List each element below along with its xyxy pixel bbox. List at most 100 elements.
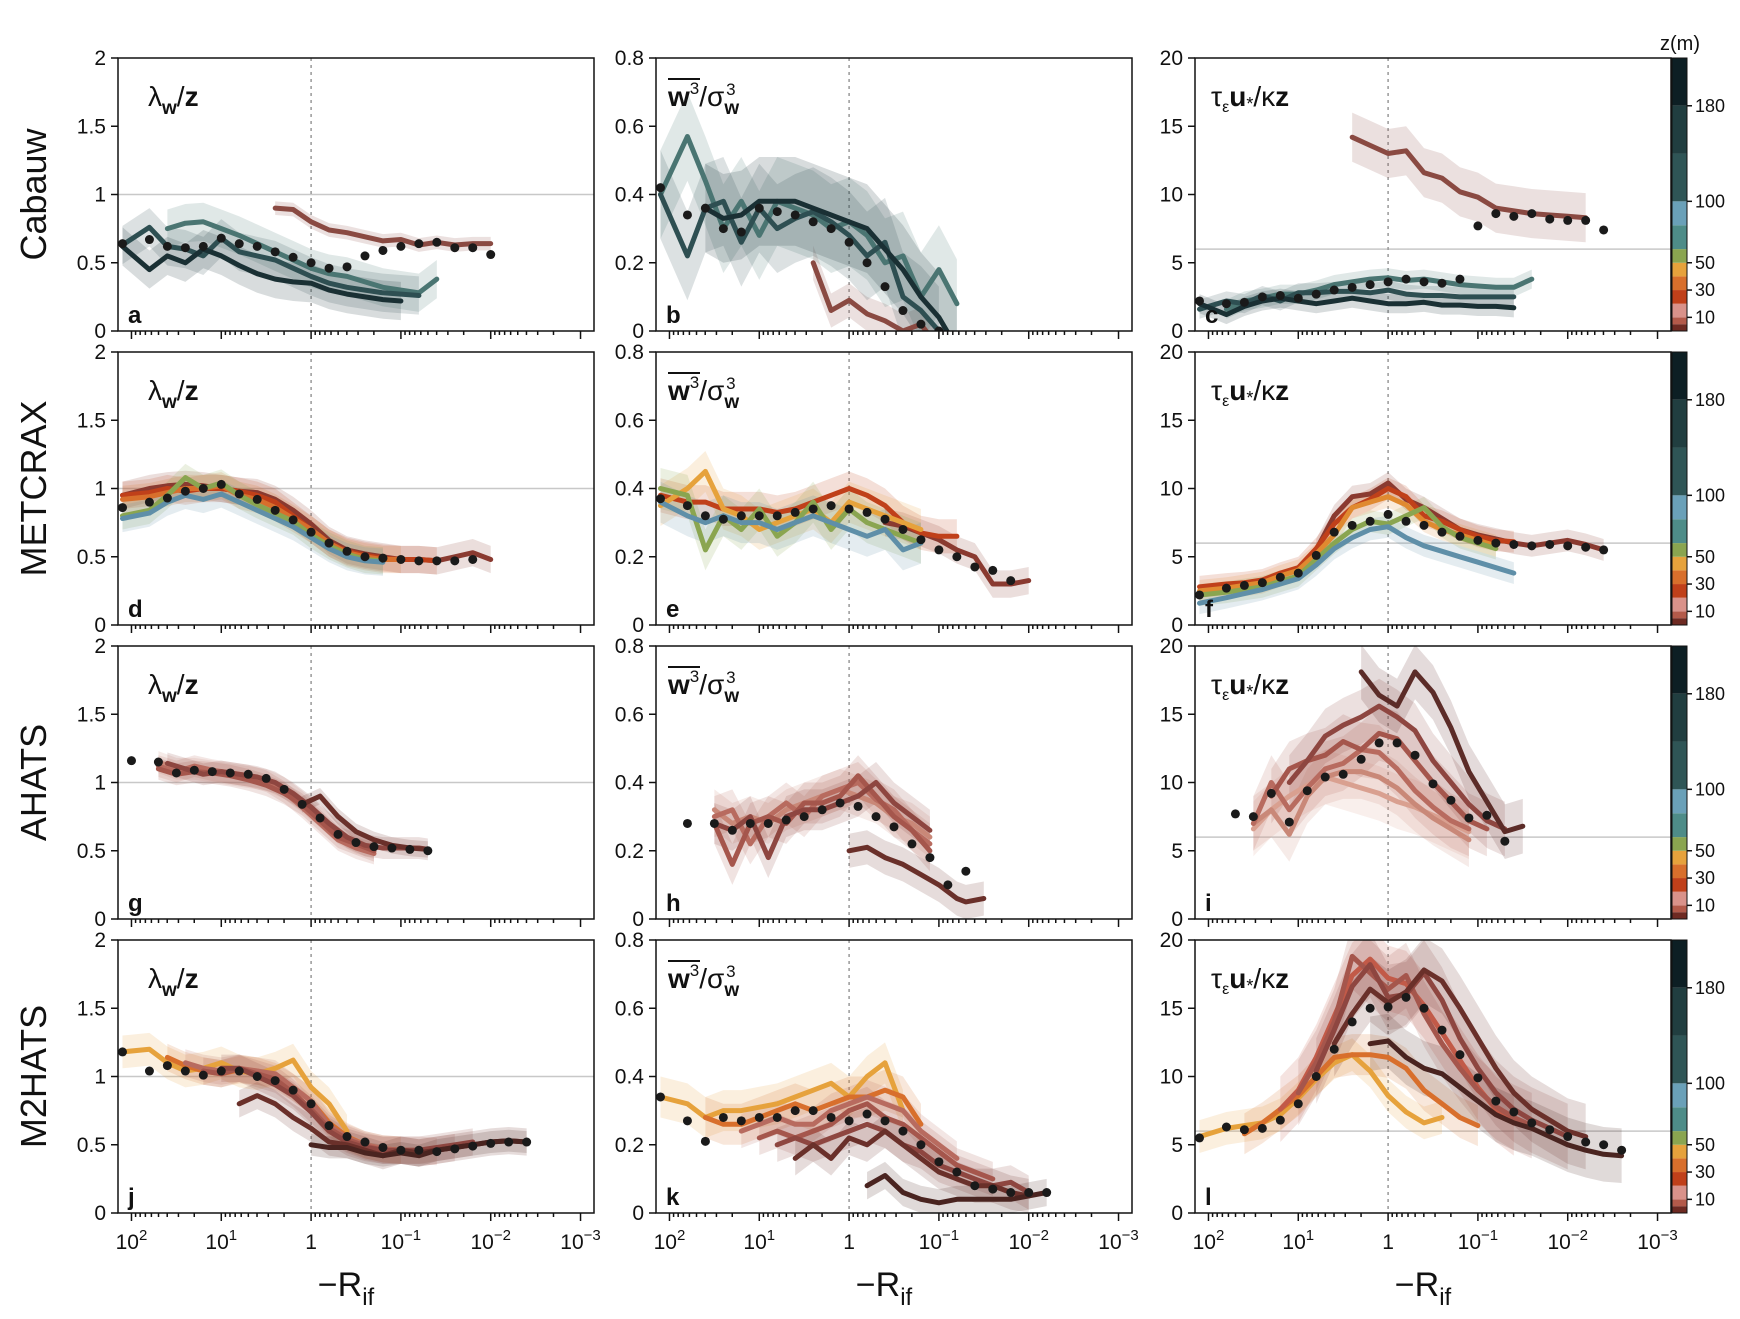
label-part: w <box>723 686 739 707</box>
median-dot <box>261 773 271 783</box>
y-tick-label: 0.2 <box>615 1134 644 1157</box>
label-part: /σ <box>699 963 724 994</box>
median-dot <box>1392 738 1402 748</box>
colorbar-tick-label: 100 <box>1695 485 1725 505</box>
median-dot <box>432 1147 442 1157</box>
panel-letter: b <box>666 302 681 329</box>
series-line-z180 <box>702 198 950 331</box>
colorbar-segment <box>1672 1206 1687 1213</box>
label-part: u <box>1229 375 1246 406</box>
series-group <box>682 755 987 919</box>
series-line-z80 <box>1313 962 1571 1140</box>
x-tick-label: 10−2 <box>1547 1227 1587 1254</box>
colorbar-segment <box>1672 447 1687 496</box>
median-dot <box>952 552 962 562</box>
median-dot <box>342 546 352 556</box>
series-line-z8 <box>1286 703 1508 832</box>
y-tick-label: 0 <box>94 614 106 637</box>
series-band-z8 <box>714 762 930 879</box>
label-part: ε <box>1222 393 1229 410</box>
quantity-label: w3/σw3 <box>667 373 739 413</box>
median-dot <box>700 1136 710 1146</box>
median-dot <box>916 1140 926 1150</box>
quantity-label: w3/σw3 <box>667 667 739 707</box>
panel-letter: e <box>666 596 679 623</box>
y-tick-label: 1 <box>94 184 106 207</box>
median-dot <box>745 818 755 828</box>
series-line-z4 <box>711 780 933 847</box>
colorbar-segment <box>1672 1158 1687 1173</box>
median-dot <box>718 514 728 524</box>
median-dot <box>432 556 442 566</box>
median-dot <box>1347 1017 1357 1027</box>
median-dot <box>1491 538 1501 548</box>
quantity-label: λw/z <box>148 81 199 119</box>
series-band-z3 <box>1253 744 1469 868</box>
median-dot <box>682 1116 692 1126</box>
label-part: * <box>1246 94 1253 114</box>
median-dot <box>844 1116 854 1126</box>
median-dot <box>1266 788 1276 798</box>
median-dot <box>225 768 235 778</box>
colorbar-segment <box>1672 837 1687 851</box>
y-tick-label: 15 <box>1160 115 1183 138</box>
median-dot <box>988 1184 998 1194</box>
series-line-z10 <box>1358 669 1526 835</box>
y-tick-label: 0.5 <box>77 1134 106 1157</box>
label-part: z <box>1275 669 1289 700</box>
median-dot <box>1239 1125 1249 1135</box>
colorbar-frame <box>1671 57 1688 332</box>
median-dot <box>468 1141 478 1151</box>
series-band-z5 <box>1271 706 1487 857</box>
label-part: /κ <box>1253 375 1276 406</box>
y-tick-label: 5 <box>1171 1134 1183 1157</box>
median-dot <box>118 239 127 249</box>
median-dot <box>898 524 908 534</box>
median-dot <box>351 838 361 848</box>
median-dot <box>162 241 172 251</box>
median-dot <box>1473 221 1483 231</box>
y-tick-label: 0.4 <box>615 772 645 795</box>
panel-letter: l <box>1205 1184 1212 1211</box>
median-dot <box>682 818 692 828</box>
label-part: z <box>185 963 199 994</box>
median-dot <box>1275 291 1285 301</box>
colorbar-frame <box>1671 645 1688 920</box>
median-dot <box>198 484 208 493</box>
median-dot <box>279 784 289 794</box>
x-axis-label-sub: if <box>900 1284 912 1311</box>
y-tick-label: 0.8 <box>615 47 644 70</box>
series-band-z6 <box>158 757 374 862</box>
series-group <box>656 92 960 331</box>
colorbar-segment <box>1672 225 1687 250</box>
median-dot <box>1599 225 1609 235</box>
median-dot <box>270 1076 280 1086</box>
y-tick-label: 0.8 <box>615 929 644 952</box>
median-dot <box>1221 299 1231 309</box>
median-dot <box>1239 297 1249 307</box>
colorbar-segment <box>1672 905 1687 913</box>
quantity-label: w3/σw3 <box>667 961 739 1001</box>
colorbar-0: 10 30 50 100 180 z(m) <box>1660 33 1725 332</box>
y-tick-label: 1.5 <box>77 409 106 432</box>
label-part: λ <box>148 375 162 406</box>
x-tick-exponent: −3 <box>1661 1227 1678 1244</box>
median-dot <box>700 511 710 521</box>
median-dot <box>1195 590 1204 600</box>
median-dot <box>772 207 782 217</box>
median-dot <box>1293 293 1303 303</box>
series-line-z180 <box>120 243 404 304</box>
colorbar-2: 10 30 50 100 180 <box>1671 645 1725 920</box>
y-tick-label: 2 <box>94 635 106 658</box>
colorbar-frame <box>1671 351 1688 626</box>
median-dot <box>252 1072 262 1081</box>
y-tick-label: 1 <box>94 772 106 795</box>
series-band-z40 <box>1280 940 1514 1156</box>
median-dot <box>934 545 944 555</box>
row-label: M2HATS <box>13 1005 54 1148</box>
median-dot <box>288 1085 298 1095</box>
x-tick-label: 10−2 <box>1008 1227 1048 1254</box>
y-tick-label: 1.5 <box>77 703 106 726</box>
